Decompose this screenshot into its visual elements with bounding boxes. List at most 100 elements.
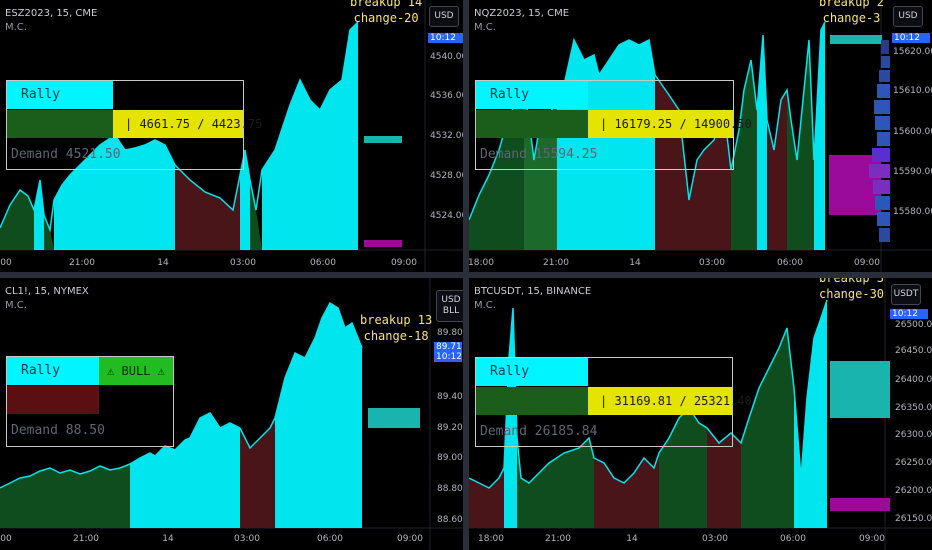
y-tick: 89.80 bbox=[437, 328, 463, 338]
area-segment bbox=[240, 418, 275, 528]
signal-box: Rally 26432.33 | 31169.81 / 25321.40 Dem… bbox=[475, 357, 752, 447]
demand-label: Demand 88.50 bbox=[11, 423, 105, 438]
x-tick: 06:00 bbox=[777, 258, 803, 268]
y-tick: 26350.00 bbox=[895, 403, 932, 413]
breakup-label: breakup 14 bbox=[350, 0, 423, 9]
area-segment bbox=[0, 190, 34, 250]
area-segment bbox=[767, 90, 787, 250]
indicator-label[interactable]: M.C. bbox=[5, 22, 27, 33]
demand-label: Demand 4521.50 bbox=[11, 147, 121, 162]
y-tick: 89.40 bbox=[437, 392, 463, 402]
y-tick: 15580.00 bbox=[893, 207, 932, 217]
symbol-label[interactable]: BTCUSDT, 15, BINANCE bbox=[474, 286, 592, 297]
price-area-chart bbox=[0, 278, 463, 550]
area-segment bbox=[275, 303, 362, 528]
x-tick: 21:00 bbox=[69, 258, 95, 268]
x-tick: 03:00 bbox=[702, 534, 728, 544]
y-tick: 26200.00 bbox=[895, 486, 932, 496]
area-segment bbox=[787, 40, 814, 250]
x-tick: 06:00 bbox=[780, 534, 806, 544]
y-tick: 26500.00 bbox=[895, 320, 932, 330]
symbol-label[interactable]: ESZ2023, 15, CME bbox=[5, 8, 98, 19]
y-tick: 26400.00 bbox=[895, 375, 932, 385]
y-tick: 4532.00 bbox=[430, 131, 463, 141]
y-tick: 4524.00 bbox=[430, 211, 463, 221]
indicator-label[interactable]: M.C. bbox=[5, 300, 27, 311]
y-tick: 26450.00 bbox=[895, 346, 932, 356]
x-tick: 18:00 bbox=[478, 534, 504, 544]
status-cell bbox=[476, 387, 588, 415]
horizontal-divider[interactable] bbox=[0, 272, 932, 278]
chart-panel-es[interactable]: ESZ2023, 15, CME M.C. USD 10:12 4540.00 … bbox=[0, 0, 463, 272]
x-tick: 21:00 bbox=[545, 534, 571, 544]
area-segment bbox=[731, 60, 757, 250]
x-tick: 21:00 bbox=[73, 534, 99, 544]
breakup-annotation: breakup 3 change-30 bbox=[819, 278, 884, 302]
symbol-label[interactable]: NQZ2023, 15, CME bbox=[474, 8, 570, 19]
volume-profile-bar bbox=[881, 40, 889, 54]
currency-button[interactable]: USD bbox=[429, 6, 459, 27]
range-label: | 16179.25 / 14900.50 bbox=[588, 110, 752, 138]
price-badge: 10:12 bbox=[428, 33, 463, 43]
y-tick: 4536.00 bbox=[430, 91, 463, 101]
area-segment bbox=[175, 165, 240, 250]
area-segment bbox=[130, 413, 240, 528]
change-label: change-20 bbox=[353, 11, 419, 25]
status-cell bbox=[476, 110, 588, 138]
x-tick: 18:00 bbox=[469, 258, 494, 268]
currency-button[interactable]: USD BLL bbox=[436, 290, 463, 322]
last-price: 89.71 bbox=[436, 342, 462, 352]
x-tick: 14 bbox=[629, 258, 641, 268]
x-tick: 06:00 bbox=[317, 534, 343, 544]
price-badge: 10:12 bbox=[890, 309, 928, 319]
currency-button[interactable]: USDT bbox=[891, 284, 921, 305]
range-label: | 31169.81 / 25321.40 bbox=[588, 387, 752, 415]
area-segment bbox=[0, 464, 130, 528]
y-tick: 89.00 bbox=[437, 453, 463, 463]
area-segment bbox=[54, 135, 175, 250]
unit-label: BLL bbox=[442, 306, 460, 316]
x-tick: 06:00 bbox=[310, 258, 336, 268]
x-tick: 09:00 bbox=[854, 258, 880, 268]
x-tick: 09:00 bbox=[391, 258, 417, 268]
x-tick: 03:00 bbox=[699, 258, 725, 268]
change-label: change-30 bbox=[819, 287, 885, 301]
x-tick: 00 bbox=[0, 258, 12, 268]
y-tick: 89.20 bbox=[437, 423, 463, 433]
breakup-annotation: breakup 2 change-3 bbox=[819, 0, 884, 26]
supply-zone bbox=[368, 408, 420, 428]
price-line bbox=[0, 301, 363, 489]
chart-panel-cl[interactable]: CL1!, 15, NYMEX M.C. USD BLL 89.71 10:12… bbox=[0, 278, 463, 550]
breakup-label: breakup 2 bbox=[819, 0, 885, 9]
breakup-label: breakup 3 bbox=[819, 278, 885, 285]
y-tick: 26250.00 bbox=[895, 458, 932, 468]
currency-button[interactable]: USD bbox=[893, 6, 923, 27]
y-tick: 26300.00 bbox=[895, 430, 932, 440]
area-segment bbox=[741, 328, 794, 528]
supply-zone bbox=[364, 136, 402, 143]
price-line bbox=[0, 21, 359, 233]
breakup-annotation: breakup 13 change-18 bbox=[360, 312, 432, 344]
price-badge: 89.71 10:12 bbox=[434, 342, 462, 362]
bull-badge: ⚠ BULL ⚠ bbox=[99, 357, 173, 385]
x-tick: 00 bbox=[0, 534, 12, 544]
y-tick: 15610.00 bbox=[893, 86, 932, 96]
y-tick: 15600.00 bbox=[893, 127, 932, 137]
chart-panel-nq[interactable]: NQZ2023, 15, CME M.C. USD 10:12 15620.00… bbox=[469, 0, 932, 272]
price-area-chart bbox=[469, 278, 932, 550]
y-tick: 4528.00 bbox=[430, 171, 463, 181]
chart-panel-btc[interactable]: BTCUSDT, 15, BINANCE M.C. USDT 10:12 265… bbox=[469, 278, 932, 550]
area-segment bbox=[757, 35, 767, 250]
demand-zone bbox=[364, 240, 402, 247]
rally-label: Rally 4532.00 bbox=[7, 81, 113, 130]
x-tick: 21:00 bbox=[543, 258, 569, 268]
indicator-label[interactable]: M.C. bbox=[474, 300, 496, 311]
indicator-label[interactable]: M.C. bbox=[474, 22, 496, 33]
y-tick: 26150.00 bbox=[895, 514, 932, 524]
area-segment bbox=[262, 22, 358, 250]
rally-label: Rally 15625.00 bbox=[476, 81, 588, 130]
area-segment bbox=[517, 438, 594, 528]
price-area-chart bbox=[0, 0, 463, 272]
symbol-label[interactable]: CL1!, 15, NYMEX bbox=[5, 286, 89, 297]
area-segment bbox=[814, 22, 825, 250]
